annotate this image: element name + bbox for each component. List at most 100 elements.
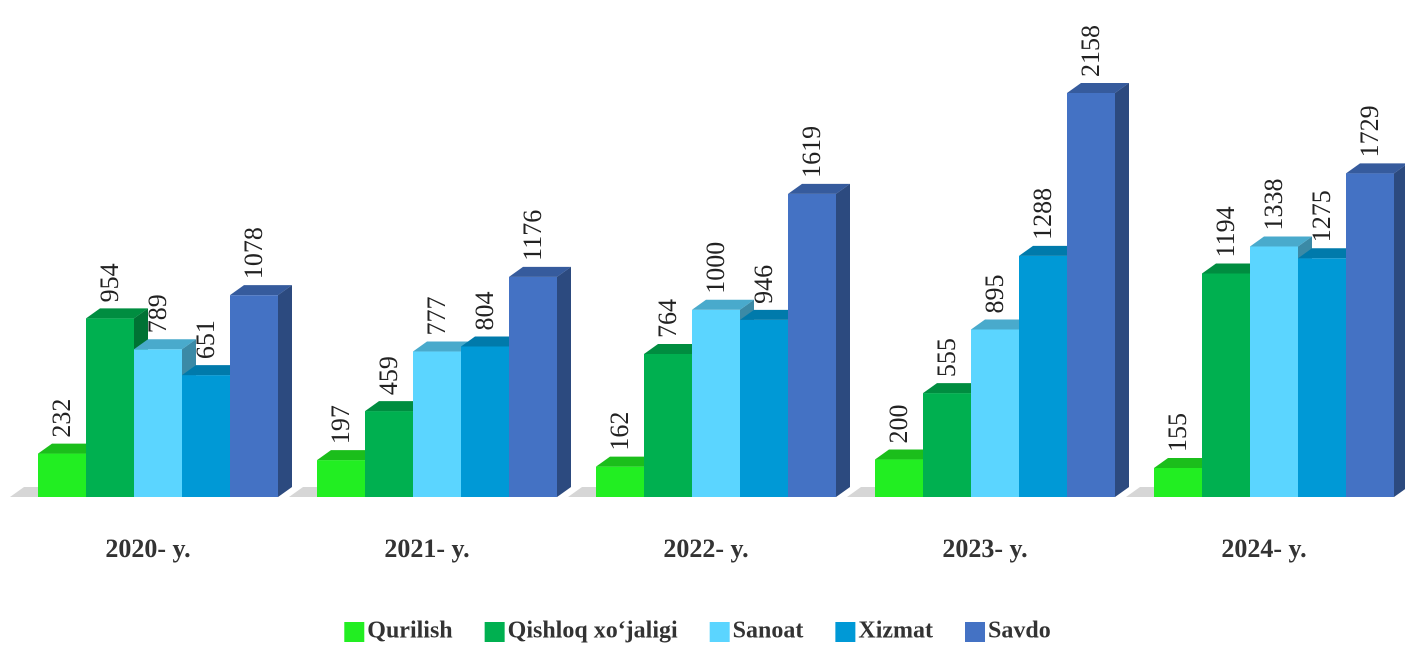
value-label: 200 — [884, 405, 913, 444]
bar — [230, 285, 292, 497]
legend-label: Savdo — [988, 618, 1051, 644]
legend-label: Qishloq xo‘jaligi — [508, 618, 678, 644]
value-label: 789 — [143, 294, 172, 333]
bar-front — [1154, 467, 1202, 497]
value-label: 1619 — [797, 126, 826, 178]
bar-side — [278, 285, 292, 497]
value-label: 651 — [191, 320, 220, 359]
bar-top — [1154, 457, 1216, 468]
bar-front — [182, 375, 230, 497]
x-tick-label: 2024- y. — [1221, 534, 1306, 563]
value-label: 1275 — [1307, 190, 1336, 242]
value-label: 804 — [470, 291, 499, 330]
bar-top — [413, 341, 475, 352]
bar-top — [365, 401, 427, 412]
bar-front — [596, 466, 644, 497]
bar-front — [86, 318, 134, 497]
value-label: 1288 — [1028, 188, 1057, 240]
bar-top — [692, 299, 754, 310]
bar-top — [1250, 236, 1312, 247]
bar-front — [1019, 255, 1067, 497]
x-tick-label: 2020- y. — [105, 534, 190, 563]
bar-top — [923, 383, 985, 394]
bar — [692, 299, 754, 497]
legend-swatch — [344, 622, 365, 642]
bar-front — [923, 393, 971, 497]
value-label: 232 — [47, 399, 76, 438]
value-label: 197 — [326, 405, 355, 444]
bar-side — [557, 266, 571, 497]
bar-top — [86, 308, 148, 319]
legend: Qurilish Qishloq xo‘jaligi Sanoat Xizmat Sav… — [344, 618, 1051, 644]
bar-front — [875, 459, 923, 497]
legend-swatch — [965, 622, 986, 642]
bar-front — [461, 346, 509, 497]
x-tick-label: 2021- y. — [384, 534, 469, 563]
bar-side — [1115, 83, 1129, 497]
legend-label: Sanoat — [733, 618, 804, 644]
bar-front — [971, 329, 1019, 497]
bar-front — [413, 351, 461, 497]
legend-label: Xizmat — [858, 618, 933, 644]
value-label: 1176 — [518, 210, 547, 261]
bar-front — [230, 295, 278, 497]
bar-front — [38, 453, 86, 497]
value-label: 777 — [422, 297, 451, 336]
value-label: 946 — [749, 265, 778, 304]
bar-front — [317, 460, 365, 497]
bar-top — [740, 309, 802, 320]
bar-top — [971, 319, 1033, 330]
legend-swatch — [709, 622, 730, 642]
legend-swatch — [835, 622, 856, 642]
bar-top — [182, 365, 244, 376]
bar-top — [875, 449, 937, 460]
bar-top — [317, 450, 379, 461]
x-tick-label: 2022- y. — [663, 534, 748, 563]
value-label: 954 — [95, 263, 124, 302]
value-label: 895 — [980, 274, 1009, 313]
bar — [788, 183, 850, 498]
value-label: 2158 — [1076, 25, 1105, 77]
value-label: 555 — [932, 338, 961, 377]
value-label: 1000 — [701, 242, 730, 294]
bar-top — [134, 339, 196, 350]
bar-top — [788, 183, 850, 194]
bar-front — [1298, 258, 1346, 497]
bar-front — [740, 319, 788, 497]
bar-top — [644, 343, 706, 354]
bar-front — [365, 411, 413, 497]
bar-top — [1346, 163, 1405, 174]
x-tick-label: 2023- y. — [942, 534, 1027, 563]
bar — [1346, 163, 1405, 498]
value-label: 1194 — [1211, 206, 1240, 257]
bar-top — [461, 336, 523, 347]
bar-top — [230, 285, 292, 296]
bar-top — [1067, 83, 1129, 93]
value-label: 459 — [374, 356, 403, 395]
bar-front — [692, 309, 740, 497]
bar-top — [596, 456, 658, 467]
bar-side — [836, 183, 850, 498]
value-label: 1078 — [239, 227, 268, 279]
bar-top — [1298, 248, 1360, 259]
value-label: 1338 — [1259, 179, 1288, 231]
bar-front — [644, 353, 692, 497]
bar-front — [509, 276, 557, 497]
bar-top — [1019, 245, 1081, 256]
bar-front — [1067, 93, 1115, 497]
value-label: 1729 — [1355, 105, 1384, 157]
value-label: 162 — [605, 412, 634, 451]
bar-front — [788, 193, 836, 498]
bar-side — [1394, 165, 1405, 497]
bar-top — [509, 266, 571, 277]
value-label: 155 — [1163, 413, 1192, 452]
bar-front — [1202, 273, 1250, 497]
value-label: 764 — [653, 299, 682, 338]
bar-front — [134, 349, 182, 497]
bar-front — [1346, 173, 1394, 498]
bar-top — [38, 443, 100, 454]
legend-swatch — [484, 622, 505, 642]
bar-front — [1250, 246, 1298, 497]
